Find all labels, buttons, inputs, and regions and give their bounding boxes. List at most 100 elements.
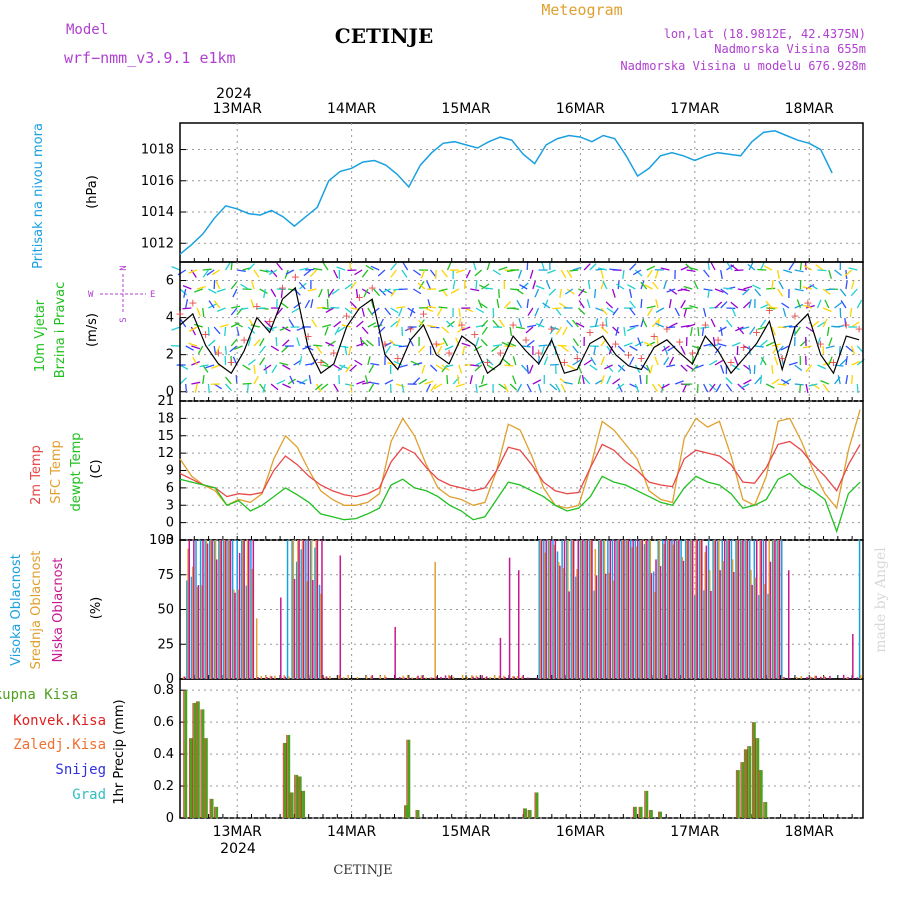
wind-barb-icon: [345, 364, 352, 373]
wind-barb-icon: [503, 383, 509, 393]
wind-barb-icon: [760, 319, 767, 328]
wind-barb-icon: [473, 345, 482, 352]
wind-gust-marker: +: [380, 337, 389, 350]
wind-barb-icon: [640, 298, 643, 309]
wind-barb-icon: [225, 383, 233, 392]
wind-barb-icon: [276, 379, 286, 385]
wind-barb-icon: [782, 307, 787, 317]
wind-barb-icon: [566, 269, 573, 278]
wind-barb-icon: [491, 345, 500, 352]
wind-gust-marker: +: [227, 356, 236, 369]
wind-barb-icon: [731, 342, 741, 347]
wind-barb-icon: [496, 299, 500, 309]
wind-barb-icon: [593, 345, 597, 355]
wind-barb-icon: [839, 358, 848, 366]
wind-barb-icon: [435, 342, 445, 347]
wind-barb-icon: [689, 326, 693, 336]
wind-barb-icon: [626, 326, 636, 332]
wind-barb-icon: [367, 307, 374, 316]
wind-barb-icon: [586, 299, 591, 309]
precip-ytick-label: 0.4: [153, 747, 174, 762]
wind-barb-icon: [492, 269, 501, 276]
wind-barb-icon: [608, 345, 614, 355]
wind-barb-icon: [845, 345, 854, 353]
wind-barb-icon: [709, 306, 719, 309]
wind-barb-icon: [666, 288, 676, 293]
model-label: Model: [66, 22, 108, 38]
x-tick-label-bottom: 16MAR: [556, 824, 605, 840]
wind-barb-icon: [368, 383, 375, 393]
wind-barb-icon: [805, 364, 813, 373]
wind-barb-icon: [316, 345, 323, 354]
wind-gust-marker: +: [188, 296, 197, 309]
compass-w: W: [88, 290, 94, 300]
wind-barb-icon: [743, 285, 753, 290]
wind-barb-icon: [737, 288, 747, 292]
wind-barb-icon: [822, 307, 832, 313]
wind-gust-marker: +: [278, 282, 287, 295]
wind-barb-icon: [726, 262, 733, 271]
wind-barb-icon: [796, 299, 802, 309]
temperature-ytick-label: 9: [166, 464, 174, 479]
x-tick-label-top: 16MAR: [556, 101, 605, 117]
precip-bar: [633, 806, 637, 818]
precip-bar: [649, 810, 653, 818]
wind-barb-icon: [651, 281, 659, 290]
wind-barb-icon: [230, 307, 238, 316]
wind-barb-icon: [285, 269, 295, 275]
wind-barb-icon: [177, 269, 187, 276]
wind-barb-icon: [646, 305, 656, 309]
wind-barb-icon: [803, 265, 813, 271]
wind-barb-icon: [310, 299, 314, 309]
wind-barb-icon: [691, 364, 699, 372]
wind-barb-icon: [526, 383, 532, 393]
wind-barb-icon: [714, 359, 724, 366]
wind-barb-icon: [564, 288, 574, 295]
wind-barb-icon: [192, 356, 198, 366]
wind-barb-icon: [655, 307, 665, 313]
wind-barb-icon: [384, 307, 392, 316]
wind-barb-icon: [293, 288, 301, 296]
wind-barb-icon: [629, 356, 635, 366]
wind-barb-icon: [506, 269, 516, 273]
wind-barb-icon: [337, 364, 346, 372]
wind-barb-icon: [578, 288, 585, 297]
wind-barb-icon: [558, 344, 568, 347]
wind-gust-marker: +: [649, 330, 658, 343]
precip-bar: [201, 709, 205, 818]
wind-barb-icon: [616, 283, 625, 290]
wind-barb-icon: [337, 326, 346, 333]
wind-barb-icon: [743, 345, 752, 351]
wind-speed-line: [179, 286, 860, 375]
wind-barb-icon: [302, 345, 312, 350]
wind-gust-marker: +: [304, 330, 313, 343]
wind-barb-icon: [632, 269, 642, 276]
wind-barb-icon: [298, 356, 303, 366]
wind-barb-icon: [378, 318, 384, 328]
wind-barb-icon: [802, 304, 812, 309]
wind-barb-icon: [385, 345, 392, 354]
cloud-unit: (%): [89, 597, 104, 620]
wind-barb-icon: [677, 288, 687, 292]
wind-barb-icon: [757, 268, 767, 271]
wind-barb-icon: [407, 307, 416, 314]
wind-barb-icon: [417, 282, 426, 290]
wind-barb-icon: [259, 337, 265, 347]
wind-barb-icon: [783, 325, 793, 328]
sfc-ylabel: SFC Temp: [49, 440, 64, 504]
wind-barb-icon: [765, 300, 773, 309]
wind-barb-icon: [207, 326, 210, 337]
wind-barb-icon: [828, 356, 833, 366]
wind-barb-icon: [390, 269, 397, 278]
wind-barb-icon: [534, 307, 540, 317]
wind-barb-icon: [747, 263, 756, 271]
wind-barb-icon: [425, 383, 432, 393]
wind-barb-icon: [305, 268, 315, 271]
wind-gust-marker: +: [444, 347, 453, 360]
wind-barb-icon: [669, 322, 678, 328]
wind-barb-icon: [794, 383, 804, 386]
wind-barb-icon: [743, 301, 751, 309]
wind-barb-icon: [250, 299, 255, 309]
wind-barb-icon: [637, 337, 642, 347]
wind-barb-icon: [216, 288, 226, 293]
